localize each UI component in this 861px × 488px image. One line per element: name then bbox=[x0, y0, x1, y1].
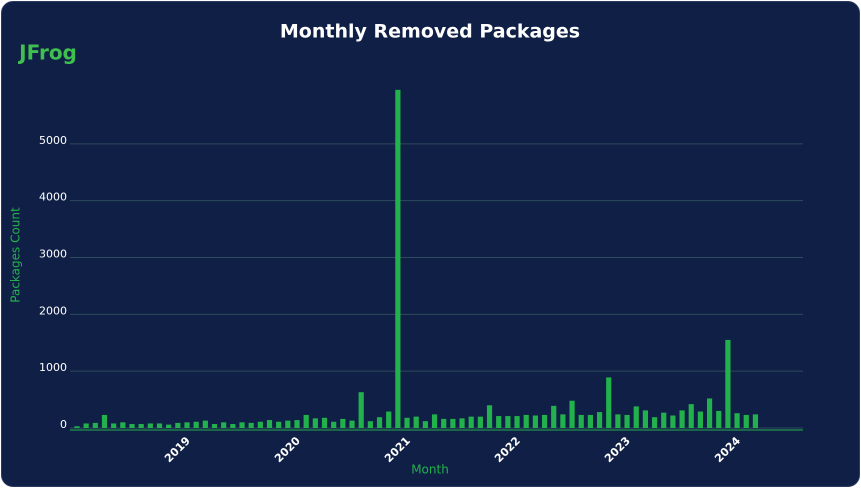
bar bbox=[642, 410, 648, 428]
bar bbox=[221, 422, 227, 428]
bar bbox=[486, 405, 493, 428]
bar bbox=[358, 392, 364, 428]
bar bbox=[285, 420, 291, 428]
y-tick-label: 0 bbox=[60, 418, 67, 431]
bar bbox=[578, 414, 584, 428]
bar bbox=[386, 411, 392, 428]
bar bbox=[431, 414, 438, 428]
bar bbox=[569, 400, 575, 428]
y-tick-label: 5000 bbox=[39, 134, 67, 147]
bar bbox=[651, 417, 658, 428]
y-axis-label: Packages Count bbox=[9, 207, 23, 303]
bar bbox=[734, 413, 740, 428]
bar bbox=[395, 89, 401, 428]
bar bbox=[376, 417, 383, 428]
bar bbox=[175, 422, 181, 428]
bar bbox=[450, 418, 456, 428]
bar bbox=[422, 421, 428, 428]
y-tick-label: 3000 bbox=[39, 248, 67, 261]
bar bbox=[331, 421, 337, 428]
bar bbox=[248, 422, 254, 428]
logo: JFrog bbox=[17, 41, 77, 65]
x-tick-label: 2021 bbox=[382, 434, 413, 465]
bar bbox=[138, 424, 144, 428]
bar bbox=[688, 404, 694, 428]
bar bbox=[257, 421, 263, 428]
bar bbox=[505, 416, 511, 428]
bar bbox=[670, 415, 676, 428]
bar bbox=[441, 418, 447, 428]
y-tick-label: 1000 bbox=[39, 361, 67, 374]
bar bbox=[340, 418, 346, 428]
bar bbox=[541, 414, 548, 428]
bar bbox=[202, 420, 208, 428]
bar bbox=[459, 418, 465, 428]
bar bbox=[156, 423, 163, 428]
bar bbox=[514, 416, 520, 428]
chart-title: Monthly Removed Packages bbox=[280, 21, 580, 43]
bar bbox=[468, 416, 474, 428]
bar bbox=[367, 421, 373, 428]
x-tick-label: 2022 bbox=[492, 434, 523, 465]
bar bbox=[697, 411, 704, 428]
bar bbox=[477, 416, 483, 428]
bar bbox=[193, 421, 199, 428]
bar bbox=[120, 422, 126, 428]
bar bbox=[184, 422, 190, 428]
bar bbox=[83, 423, 89, 428]
bar bbox=[716, 410, 722, 428]
y-tick-label: 4000 bbox=[39, 191, 67, 204]
x-tick-label: 2020 bbox=[272, 434, 303, 465]
bar bbox=[523, 414, 529, 428]
bar bbox=[230, 424, 236, 428]
bar bbox=[661, 412, 667, 428]
bar bbox=[551, 405, 557, 428]
bar bbox=[679, 410, 685, 428]
bar bbox=[496, 416, 502, 428]
bar bbox=[633, 406, 639, 428]
bar bbox=[587, 414, 593, 428]
bar bbox=[74, 426, 80, 428]
bar bbox=[752, 414, 759, 428]
bar bbox=[596, 412, 603, 428]
bar bbox=[560, 414, 566, 428]
bar bbox=[413, 416, 419, 428]
x-axis-label: Month bbox=[411, 463, 449, 477]
bar bbox=[147, 423, 153, 428]
bar bbox=[276, 421, 282, 428]
bar bbox=[404, 417, 410, 428]
bar bbox=[615, 414, 621, 428]
bar bbox=[129, 424, 135, 428]
bar bbox=[166, 424, 172, 428]
bar bbox=[743, 414, 749, 428]
x-tick-label: 2024 bbox=[712, 434, 743, 465]
y-tick-label: 2000 bbox=[39, 304, 67, 317]
bar bbox=[532, 415, 538, 428]
bar bbox=[349, 420, 355, 428]
bar bbox=[706, 398, 713, 428]
x-tick-label: 2019 bbox=[162, 434, 193, 465]
bar bbox=[624, 414, 630, 428]
bar bbox=[239, 422, 245, 428]
bar bbox=[92, 422, 98, 428]
bar bbox=[312, 418, 318, 428]
x-tick-label: 2023 bbox=[602, 434, 633, 465]
bar bbox=[725, 339, 731, 428]
bar bbox=[321, 417, 328, 428]
bar bbox=[294, 420, 300, 428]
bar bbox=[606, 377, 612, 428]
bar bbox=[266, 420, 273, 428]
bar bbox=[111, 423, 117, 428]
bar bbox=[211, 424, 218, 428]
bar bbox=[303, 414, 309, 428]
bar bbox=[101, 414, 108, 428]
